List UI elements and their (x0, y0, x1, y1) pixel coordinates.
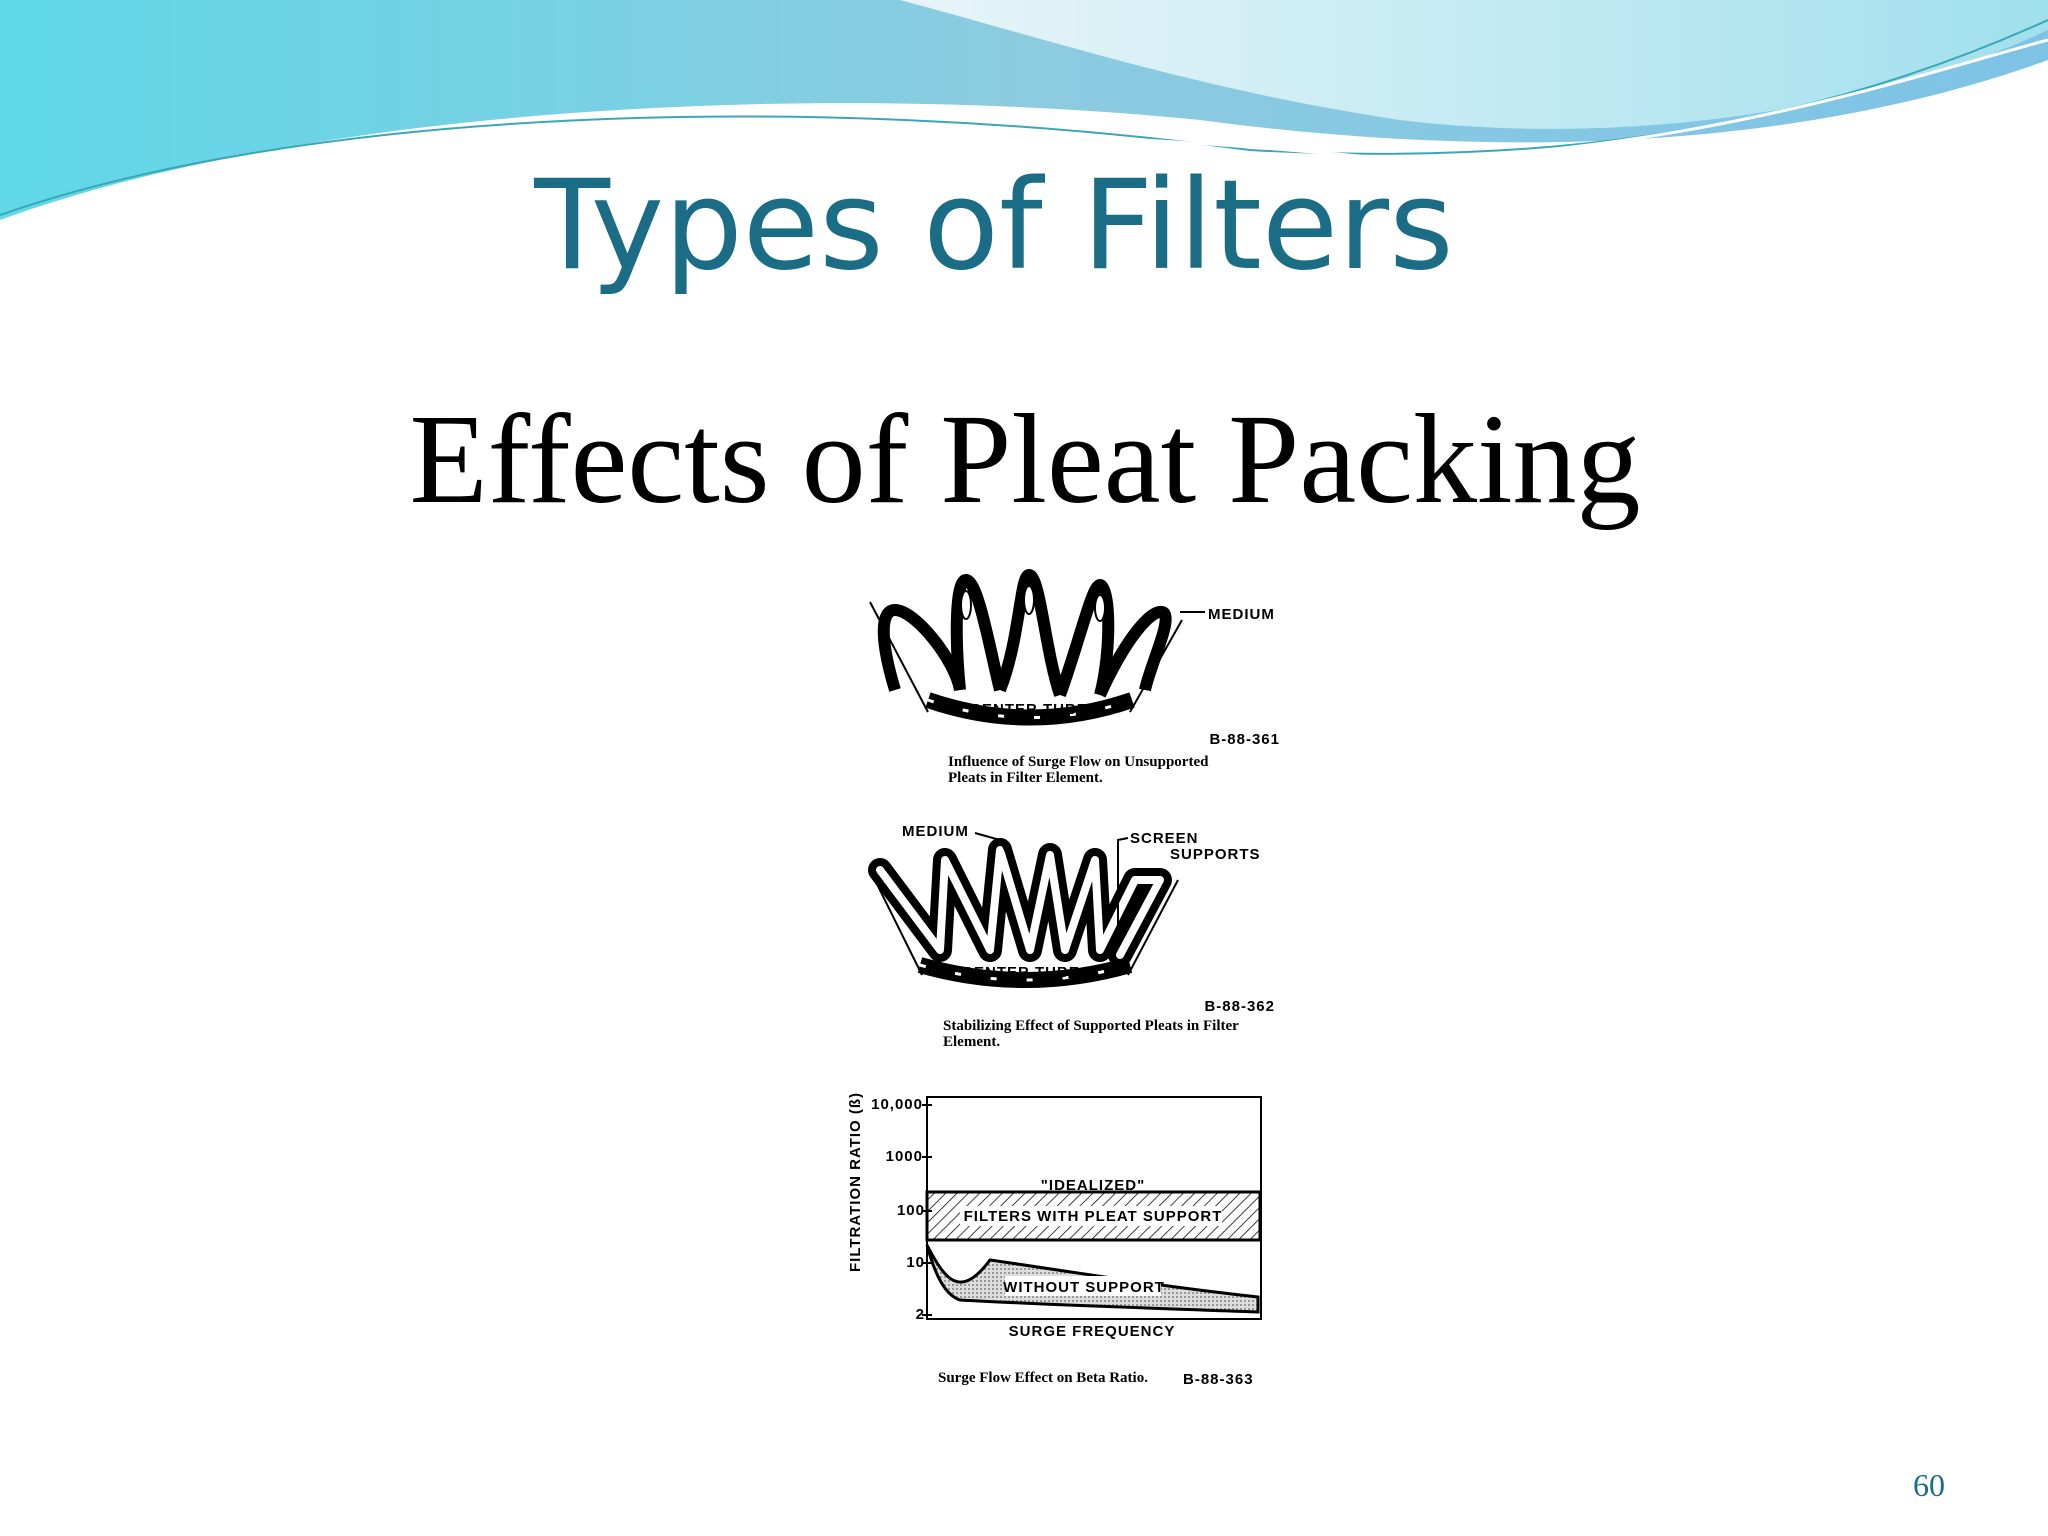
figure-label: SUPPORTS (1170, 846, 1261, 863)
tick-label: 10,000 (871, 1096, 923, 1113)
subtitle: Effects of Pleat Packing (409, 388, 1640, 530)
figure-unsupported (869, 568, 1205, 726)
title: Types of Filters (533, 154, 1453, 298)
figure-label: CENTER TUBE (962, 964, 1080, 981)
figure-supported (868, 832, 1179, 988)
figure-label: MEDIUM (1208, 606, 1275, 623)
graph (922, 1096, 1262, 1320)
figure-label: SCREEN (1130, 830, 1199, 847)
x-axis-label: SURGE FREQUENCY (1009, 1323, 1176, 1340)
annotation: FILTERS WITH PLEAT SUPPORT (964, 1208, 1223, 1225)
caption: Influence of Surge Flow on Unsupported (948, 754, 1209, 770)
page-number: 60 (1913, 1467, 1945, 1503)
tick-label: 100 (897, 1202, 925, 1219)
tick-label: 10 (906, 1254, 925, 1271)
figure-label: CENTER TUBE (970, 701, 1088, 718)
header-waves (0, 0, 2048, 232)
caption: Stabilizing Effect of Supported Pleats i… (943, 1018, 1239, 1034)
tick-label: 2 (916, 1306, 925, 1323)
annotation: "IDEALIZED" (1041, 1177, 1145, 1194)
caption: Element. (943, 1034, 1000, 1050)
figure-code: B-88-363 (1183, 1371, 1254, 1388)
caption: Surge Flow Effect on Beta Ratio. (938, 1370, 1148, 1386)
figure-code: B-88-361 (1209, 731, 1280, 748)
caption: Pleats in Filter Element. (948, 770, 1103, 786)
annotation: WITHOUT SUPPORT (1003, 1279, 1165, 1296)
figure-code: B-88-362 (1204, 998, 1275, 1015)
y-axis-label: FILTRATION RATIO (ß) (847, 1092, 864, 1272)
tick-label: 1000 (886, 1148, 923, 1165)
figure-label: MEDIUM (902, 823, 969, 840)
